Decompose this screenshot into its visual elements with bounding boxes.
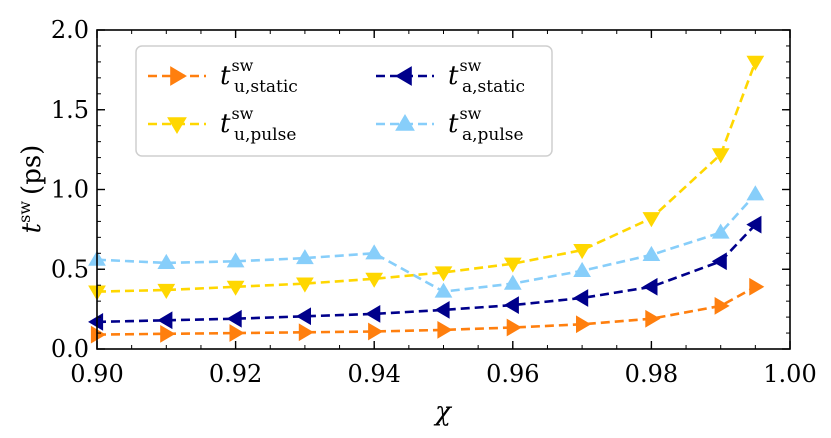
legend-marker <box>167 117 187 134</box>
data-point-a-pulse <box>573 261 591 277</box>
series-line-u-pulse <box>96 61 757 293</box>
series-a-static <box>88 215 762 331</box>
data-point-u-pulse <box>711 148 730 164</box>
y-tick-label: 1.0 <box>51 176 89 204</box>
series-layer <box>88 55 765 344</box>
data-point-a-static <box>711 252 727 271</box>
data-point-u-pulse <box>296 277 314 293</box>
y-axis-label: tsw (ps) <box>15 145 47 234</box>
data-point-a-pulse <box>746 185 765 201</box>
data-point-a-pulse <box>157 253 176 269</box>
ticks-layer: 0.90 0.92 0.94 0.96 0.98 1.00 0.0 0.5 1.0 1.5 2.0 <box>51 16 817 388</box>
legend-box <box>135 45 553 157</box>
data-point-a-pulse <box>711 223 730 239</box>
series-line-u-static <box>96 285 757 336</box>
data-point-u-static <box>368 322 384 341</box>
data-point-u-static <box>437 320 453 339</box>
data-point-u-pulse <box>434 266 453 282</box>
data-point-u-static <box>160 324 176 343</box>
x-tick-label: 0.90 <box>70 360 123 388</box>
data-point-a-static <box>503 296 519 315</box>
legend: tsw u,static tsw a,static tsw u,pulse tsw a,pul… <box>135 45 553 157</box>
data-point-u-static <box>229 324 245 342</box>
data-point-a-pulse <box>434 282 453 298</box>
data-point-u-pulse <box>226 280 245 296</box>
y-tick-label: 0.0 <box>51 335 89 363</box>
data-point-a-static <box>642 277 658 296</box>
legend-entry-a-pulse: tsw a,pulse <box>376 104 524 145</box>
data-point-u-pulse <box>746 55 765 71</box>
y-tick-label: 2.0 <box>51 16 89 44</box>
data-point-u-static <box>298 323 314 342</box>
data-point-u-pulse <box>365 272 384 288</box>
legend-marker <box>395 114 415 131</box>
x-tick-label: 0.96 <box>486 360 539 388</box>
data-point-u-pulse <box>157 283 176 299</box>
x-tick-label: 0.92 <box>209 360 262 388</box>
y-tick-label: 0.5 <box>51 255 89 283</box>
y-tick-label: 1.5 <box>51 96 89 124</box>
data-point-a-static <box>295 307 311 326</box>
legend-label: tsw u,pulse <box>220 104 296 145</box>
data-point-u-static <box>576 315 592 334</box>
data-point-u-static <box>714 297 730 315</box>
legend-marker <box>395 66 412 86</box>
data-point-a-pulse <box>503 274 522 290</box>
data-point-a-pulse <box>642 245 661 261</box>
series-u-pulse <box>88 55 765 301</box>
data-point-u-static <box>645 309 661 328</box>
legend-label: tsw a,pulse <box>448 104 524 145</box>
series-u-static <box>90 277 765 344</box>
data-point-u-pulse <box>642 212 661 228</box>
data-point-a-static <box>226 309 242 328</box>
legend-marker <box>170 66 187 86</box>
legend-label: tsw a,static <box>448 56 525 97</box>
data-point-a-static <box>746 215 762 234</box>
data-point-a-static <box>88 313 104 331</box>
data-point-a-pulse <box>226 252 245 268</box>
data-point-a-static <box>434 301 450 319</box>
data-point-a-static <box>365 305 381 323</box>
data-point-u-pulse <box>503 257 522 273</box>
y-axis-label-base: t <box>17 222 47 233</box>
data-point-u-pulse <box>573 244 591 260</box>
data-point-a-pulse <box>365 244 384 260</box>
legend-label: tsw u,static <box>220 56 298 97</box>
x-tick-label: 1.00 <box>763 360 816 388</box>
data-point-a-pulse <box>296 249 314 265</box>
legend-entries: tsw u,static tsw a,static tsw u,pulse tsw a,pul… <box>148 56 525 145</box>
series-line-a-static <box>96 223 757 324</box>
legend-entry-u-pulse: tsw u,pulse <box>148 104 296 145</box>
y-axis-label-unit: (ps) <box>17 145 47 195</box>
data-point-u-static <box>506 318 522 337</box>
series-a-pulse <box>88 185 765 298</box>
y-axis-label-sup: sw <box>15 201 34 223</box>
x-tick-label: 0.94 <box>347 360 400 388</box>
data-point-u-static <box>90 325 106 344</box>
svg-text:tsw(ps): tsw (ps) <box>15 145 47 234</box>
data-point-u-static <box>749 277 765 296</box>
legend-entry-a-static: tsw a,static <box>376 56 525 97</box>
plot-frame <box>96 29 791 350</box>
legend-entry-u-static: tsw u,static <box>148 56 298 97</box>
x-tick-label: 0.98 <box>625 360 678 388</box>
series-line-a-pulse <box>96 193 757 293</box>
data-point-a-static <box>573 289 589 307</box>
x-axis-label: χ <box>433 397 453 427</box>
data-point-a-static <box>157 311 173 330</box>
